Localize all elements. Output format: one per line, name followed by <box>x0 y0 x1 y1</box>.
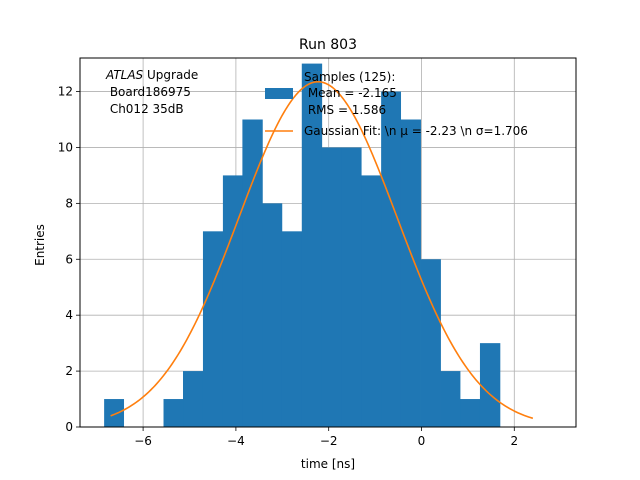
atlas-channel: Ch012 35dB <box>106 102 184 116</box>
chart-title: Run 803 <box>299 37 357 53</box>
y-axis-label: Entries <box>33 224 47 266</box>
histogram-bar <box>479 343 501 427</box>
histogram-bar <box>222 175 243 427</box>
histogram-bar <box>183 371 204 427</box>
atlas-italic: ATLAS <box>105 68 144 82</box>
legend-fit-label: Gaussian Fit: \n μ = -2.23 \n σ=1.706 <box>304 124 528 138</box>
y-tick-label: 4 <box>65 308 73 322</box>
histogram-bar <box>262 203 283 427</box>
histogram-bar <box>341 147 362 428</box>
x-tick-label: −2 <box>320 434 338 448</box>
histogram-bar <box>400 119 421 427</box>
legend-samples-swatch <box>265 88 293 99</box>
gaussian-fit-line <box>110 80 534 420</box>
histogram-bar <box>381 91 402 427</box>
atlas-upgrade: Upgrade <box>143 68 198 82</box>
atlas-line-1: ATLAS Upgrade <box>105 68 198 82</box>
histogram-bars <box>104 63 501 428</box>
y-tick-label: 6 <box>65 252 73 266</box>
histogram-bar <box>420 259 441 427</box>
histogram-bar <box>301 63 323 427</box>
histogram-bar <box>460 399 481 427</box>
histogram-bar <box>361 175 382 427</box>
y-tick-label: 12 <box>58 85 73 99</box>
x-tick-label: −6 <box>134 434 152 448</box>
legend-samples-line-2: Mean = -2.165 <box>304 86 397 100</box>
plot-frame <box>79 57 577 428</box>
legend-samples-line-1: Samples (125): <box>304 70 395 84</box>
histogram-bar <box>163 399 184 427</box>
histogram-bar <box>440 371 461 427</box>
x-tick-label: −4 <box>227 434 245 448</box>
y-tick-label: 10 <box>58 140 73 154</box>
y-tick-label: 0 <box>65 420 73 434</box>
atlas-annotation: ATLAS Upgrade Board186975 Ch012 35dB <box>105 68 198 116</box>
histogram-bar <box>321 147 342 428</box>
y-tick-label: 8 <box>65 196 73 210</box>
legend: Samples (125): Mean = -2.165 RMS = 1.586… <box>265 70 528 138</box>
gaussian-fit <box>110 80 534 420</box>
y-tick-label: 2 <box>65 364 73 378</box>
legend-samples-line-3: RMS = 1.586 <box>304 103 386 117</box>
x-tick-label: 0 <box>418 434 426 448</box>
atlas-board: Board186975 <box>106 85 191 99</box>
axis-ticks: −6 −4 −2 0 2 0 2 4 6 8 10 12 <box>58 85 518 448</box>
histogram-bar <box>104 399 125 427</box>
x-tick-label: 2 <box>510 434 518 448</box>
x-axis-label: time [ns] <box>301 457 355 471</box>
histogram-bar <box>281 231 303 427</box>
histogram-bar <box>202 231 224 427</box>
